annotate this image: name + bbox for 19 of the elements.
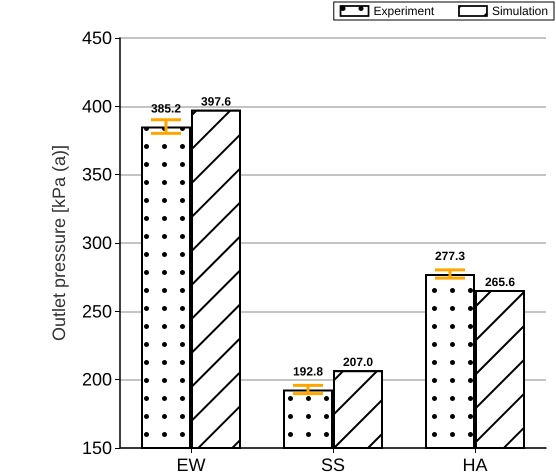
y-axis-title: Outlet pressure [kPa (a)] [49,144,69,342]
x-tick-label: HA [462,455,488,475]
y-tick-label: 400 [82,96,112,116]
data-label: 385.2 [150,102,182,116]
data-label: 192.8 [292,364,324,379]
y-tick-label: 350 [82,164,112,185]
y-tick-label: 150 [82,438,112,458]
legend-label: Experiment [374,4,435,18]
legend-label: Simulation [492,4,548,18]
y-tick-label: 450 [82,28,112,48]
y-tick-label: 300 [82,233,112,253]
x-tick-label: EW [176,455,206,475]
data-label: 265.6 [484,275,516,290]
data-label: 207.0 [342,355,374,370]
data-label: 277.3 [434,249,466,264]
y-tick-label: 200 [82,370,112,390]
data-label: 397.6 [200,94,232,109]
x-tick-label: SS [320,455,346,475]
y-tick-label: 250 [82,301,112,322]
